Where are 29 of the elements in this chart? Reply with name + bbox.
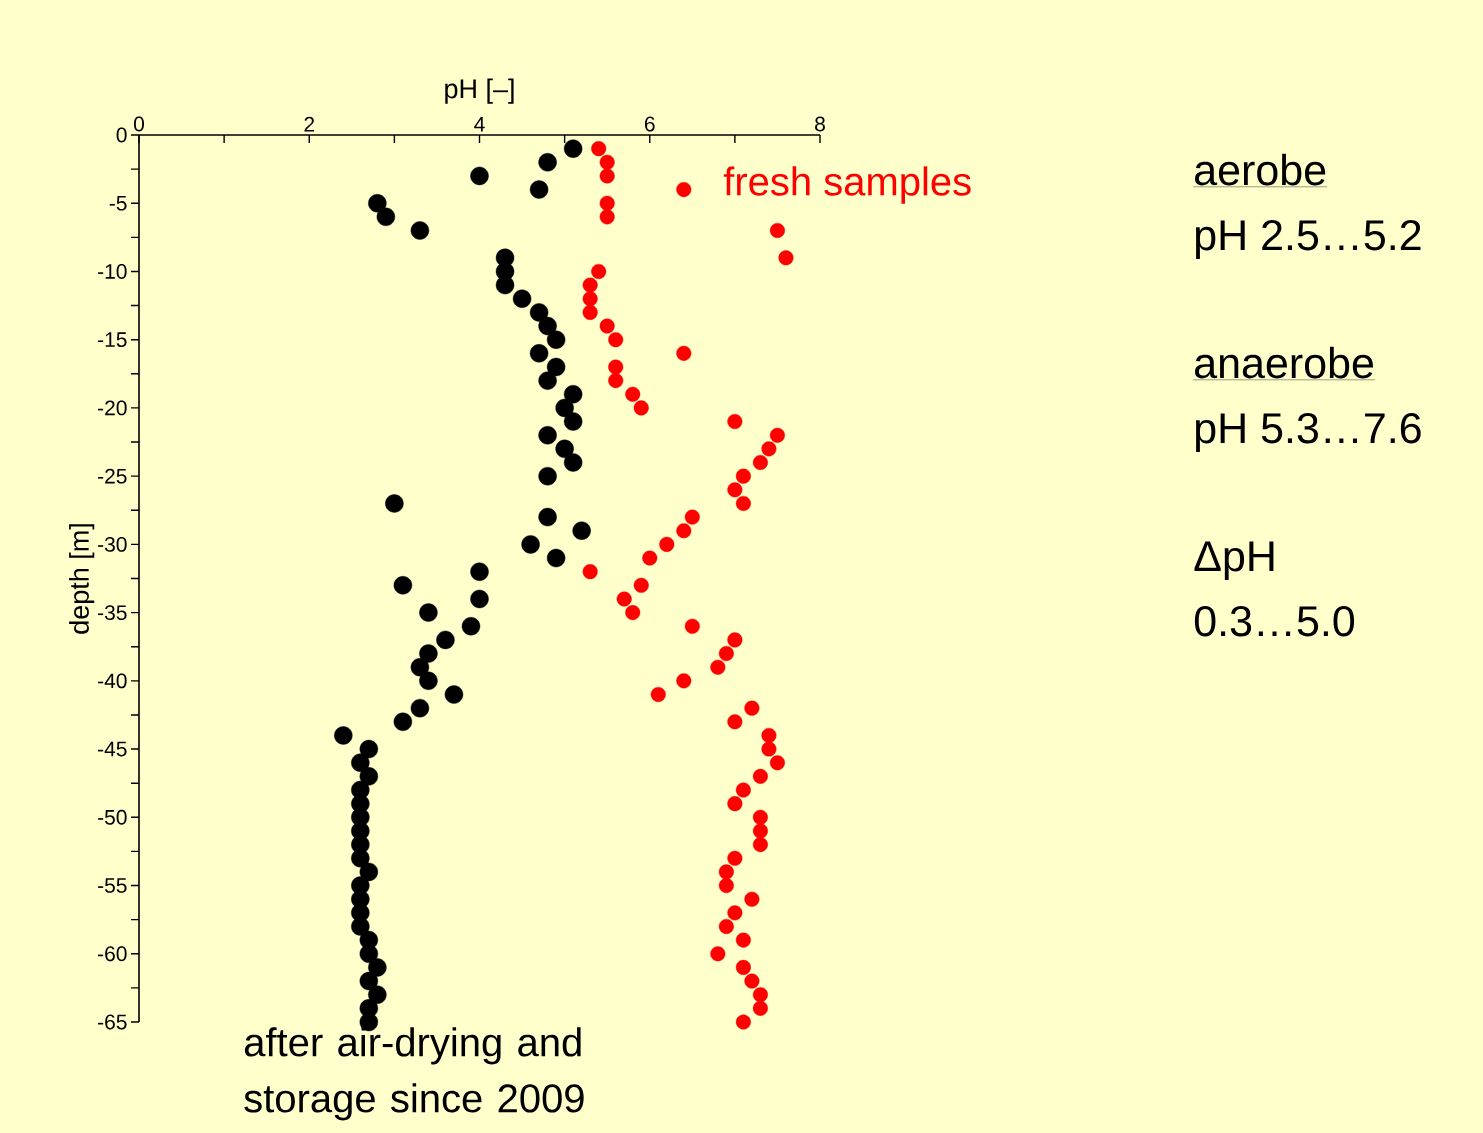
x-tick-label: 8: [815, 116, 825, 132]
x-tick-label: 6: [644, 116, 655, 132]
text: anaerobe: [1195, 346, 1373, 379]
y-tick-label: -20: [98, 400, 127, 416]
x-tick-label: 4: [474, 117, 485, 132]
y-tick-label: -45: [98, 741, 127, 757]
y-tick-label: -30: [98, 536, 127, 552]
x-axis-title: pH [–]: [445, 78, 514, 104]
y-tick-label: -25: [98, 468, 127, 484]
y-tick-label: -5: [109, 195, 127, 211]
y-tick-label: -55: [98, 878, 127, 893]
text: 0.3…5.0: [1194, 605, 1355, 637]
y-tick-label: -50: [98, 809, 127, 825]
series-label: after air-drying and storage since 2009: [244, 1027, 584, 1121]
text: ΔpH: [1194, 541, 1274, 580]
y-tick-label: -15: [98, 332, 127, 348]
text: pH 2.5…5.2: [1195, 219, 1421, 259]
y-tick-label: -10: [98, 264, 127, 279]
y-tick-label: -65: [98, 1014, 127, 1030]
series-label: fresh samples: [723, 166, 971, 204]
y-axis-title: depth [m]: [69, 524, 95, 634]
y-tick-label: -60: [98, 946, 127, 962]
x-tick-label: 2: [304, 116, 315, 132]
text: aerobe: [1195, 153, 1326, 186]
y-tick-label: -40: [98, 673, 127, 689]
x-tick-label: 0: [133, 116, 145, 132]
y-tick-label: -35: [98, 605, 127, 621]
text: pH 5.3…7.6: [1195, 412, 1421, 452]
y-tick-label: 0: [116, 127, 127, 143]
